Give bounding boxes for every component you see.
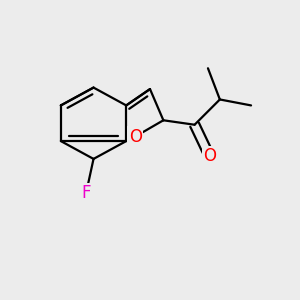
Text: F: F xyxy=(81,184,91,202)
Text: O: O xyxy=(129,128,142,146)
Text: O: O xyxy=(203,147,216,165)
